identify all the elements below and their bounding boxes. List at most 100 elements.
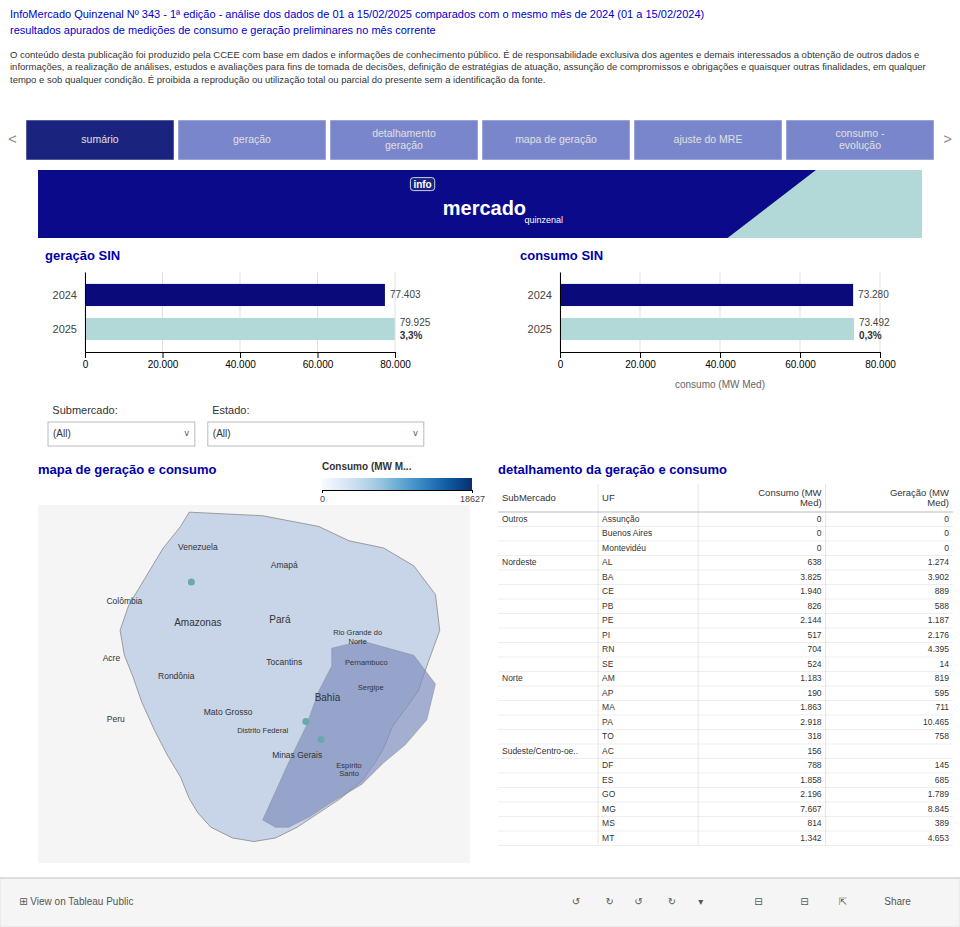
table-cell: MS — [602, 818, 615, 828]
toolbar-item[interactable]: ↻ — [668, 896, 676, 907]
data-label: 79.925 — [400, 317, 431, 328]
data-labels: 77.40379.9253,3% — [390, 289, 431, 341]
page: InfoMercado Quinzenal Nº 343 - 1ª edição… — [0, 0, 960, 927]
dropdown-value[interactable]: (All) — [53, 428, 71, 439]
nav-tab-label[interactable]: geração — [233, 133, 271, 145]
nav-tab-label[interactable]: sumário — [81, 133, 119, 145]
map-bg — [38, 505, 470, 863]
dropdown-value[interactable]: (All) — [213, 428, 231, 439]
toolbar-item[interactable]: ⊟ — [800, 896, 808, 907]
dropdown-icon[interactable]: v — [184, 428, 189, 438]
dropdown-box[interactable] — [48, 422, 195, 446]
nav-tab-label[interactable]: ajuste do MRE — [674, 133, 743, 145]
bars — [560, 284, 854, 340]
y-tick-label: 2025 — [53, 323, 77, 335]
table-cell: 704 — [807, 644, 821, 654]
nav-tab[interactable]: consumo -evolução — [786, 120, 934, 160]
nav-tab[interactable]: detalhamentogeração — [330, 120, 478, 160]
table-cell: 1.342 — [800, 833, 822, 843]
color-bar-title: Consumo (MW M... — [322, 461, 412, 472]
color-bar-tick-mark — [472, 490, 473, 493]
table-row-rule — [498, 816, 953, 817]
text-line: Pará — [269, 613, 291, 624]
nav-tab-bg[interactable] — [26, 120, 174, 160]
map-label: Mato Grosso — [204, 707, 253, 717]
text-line: consumo - — [835, 127, 885, 139]
x-tick: 40.000 — [225, 352, 256, 370]
y-tick-label: 2024 — [528, 288, 552, 300]
nav-tab[interactable]: mapa de geração — [482, 120, 630, 160]
filter-dropdown[interactable]: (All) v — [48, 422, 195, 446]
table-cell: 2.196 — [800, 789, 822, 799]
dropdown-icon[interactable]: v — [413, 428, 418, 438]
toolbar-item[interactable]: ⊟ — [754, 896, 762, 907]
table-cell: 0 — [944, 514, 949, 524]
table-cell: 4.653 — [928, 833, 950, 843]
text-line: Med) — [927, 497, 949, 508]
text-line: detalhamento — [372, 127, 436, 139]
table-cell: MA — [602, 702, 615, 712]
map-label: EspíritoSanto — [336, 761, 361, 778]
nav-tab-bg[interactable] — [634, 120, 782, 160]
x-tick-label: 20.000 — [148, 359, 179, 370]
toolbar-item[interactable]: ↺ — [634, 896, 642, 907]
x-tick-label: 20.000 — [625, 359, 656, 370]
toolbar-item[interactable]: Share — [884, 896, 911, 907]
map-label: Amapá — [271, 560, 298, 570]
table-cell: AC — [602, 746, 614, 756]
toolbar-item[interactable]: ▾ — [698, 896, 703, 907]
y-axis-line — [85, 273, 86, 353]
table-cell: GO — [602, 789, 616, 799]
map-city — [317, 736, 324, 743]
nav-tab-bg[interactable] — [330, 120, 478, 160]
nav-arrow[interactable]: < — [8, 130, 17, 147]
table-cell: AL — [602, 557, 613, 567]
nav-tab-bg[interactable] — [786, 120, 934, 160]
y-tick-label: 2025 — [528, 323, 552, 335]
table-cell: TO — [602, 731, 614, 741]
table-cell: 788 — [807, 760, 821, 770]
map-label: Distrito Federal — [237, 726, 288, 735]
text-line: UF — [602, 492, 615, 503]
nav-tab-bg[interactable] — [178, 120, 326, 160]
text-line: Distrito Federal — [237, 726, 288, 735]
table-row-rule — [498, 642, 953, 643]
toolbar-item[interactable]: ⇱ — [839, 896, 847, 907]
table-header: Geração (MWMed) — [890, 486, 949, 508]
nav-tab[interactable]: ajuste do MRE — [634, 120, 782, 160]
nav-tab-label[interactable]: mapa de geração — [515, 133, 597, 145]
x-tick-label: 80.000 — [380, 359, 411, 370]
text-line: O conteúdo desta publicação foi produzid… — [10, 49, 919, 60]
x-tick-mark — [163, 352, 164, 358]
text-line: Colômbia — [106, 596, 142, 606]
map-city — [302, 718, 309, 725]
text-line: Amapá — [271, 560, 298, 570]
nav-arrow[interactable]: > — [943, 130, 952, 147]
nav-tab-label[interactable]: consumo -evolução — [835, 127, 885, 151]
table-cell: 145 — [935, 760, 949, 770]
x-tick: 20.000 — [148, 352, 179, 370]
table-cell: 389 — [935, 818, 949, 828]
y-tick: 2025 — [528, 323, 560, 335]
table-cell: ES — [602, 775, 614, 785]
x-tick: 40.000 — [705, 352, 736, 370]
table-cell: 0 — [817, 528, 822, 538]
bar-chart: 020.00040.00060.00080.00020242025consumo… — [520, 248, 896, 390]
table-cell: 1.863 — [800, 702, 822, 712]
table-cell: 1.940 — [800, 586, 822, 596]
banner: infomercadoquinzenal — [38, 170, 922, 238]
nav-tab[interactable]: sumário — [26, 120, 174, 160]
table-cell: Montevidéu — [602, 543, 646, 553]
nav-tab-bg[interactable] — [482, 120, 630, 160]
filter-dropdown[interactable]: (All) v — [208, 422, 424, 446]
dropdown-box[interactable] — [208, 422, 424, 446]
toolbar-item[interactable]: ↺ — [572, 896, 580, 907]
nav-tab[interactable]: geração — [178, 120, 326, 160]
toolbar-link[interactable]: ⊞ View on Tableau Public — [19, 896, 133, 907]
text-line: Geração (MW — [890, 486, 949, 497]
filter-label: Submercado: — [52, 404, 117, 416]
toolbar-item[interactable]: ↻ — [605, 896, 613, 907]
table-cell: 889 — [935, 586, 949, 596]
nav-tab-label[interactable]: detalhamentogeração — [372, 127, 436, 151]
map-country — [120, 512, 440, 841]
